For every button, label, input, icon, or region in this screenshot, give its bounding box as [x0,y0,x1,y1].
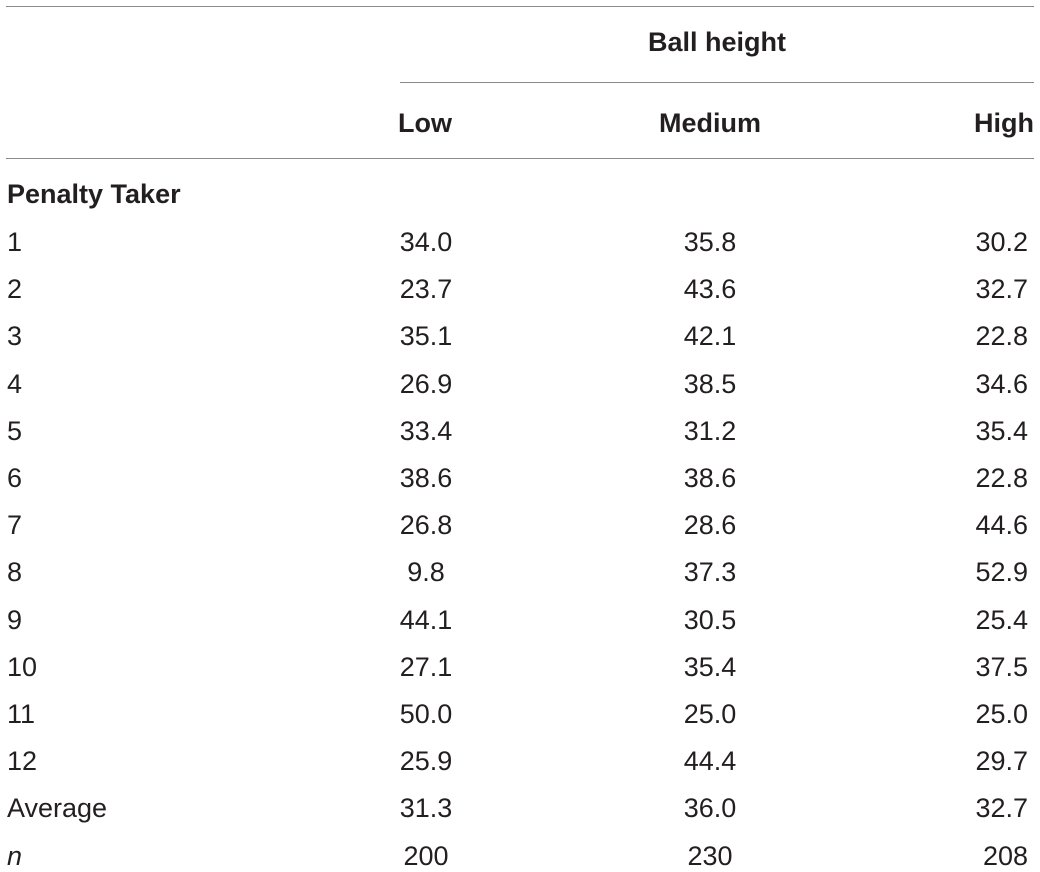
row-label: 3 [7,321,23,351]
cell-medium: 31.2 [683,416,737,446]
cell-medium: 38.5 [683,369,737,399]
cell-low: 34.0 [399,227,453,257]
section-label-penalty-taker: Penalty Taker [7,179,181,209]
cell-high: 52.9 [975,557,1028,587]
row-label: 12 [7,746,38,776]
cell-low: 31.3 [399,793,453,823]
cell-medium: 37.3 [683,557,737,587]
cell-high: 29.7 [975,746,1028,776]
row-label: n [7,841,23,871]
spanner-header-ball-height: Ball height [647,27,786,57]
row-label: 7 [7,510,23,540]
cell-high: 208 [982,841,1028,871]
spanner-rule [400,82,1034,83]
cell-high: 22.8 [975,321,1028,351]
cell-low: 50.0 [399,699,453,729]
row-label: 10 [7,652,38,682]
row-label: 11 [7,699,36,729]
cell-high: 25.4 [975,605,1028,635]
cell-medium: 35.8 [683,227,737,257]
row-label: 6 [7,463,23,493]
cell-high: 22.8 [975,463,1028,493]
row-label: 5 [7,416,23,446]
cell-medium: 44.4 [683,746,737,776]
column-header-high: High [974,108,1034,138]
cell-low: 200 [403,841,449,871]
header-rule [6,158,1034,159]
cell-high: 30.2 [975,227,1028,257]
cell-low: 25.9 [399,746,453,776]
cell-medium: 42.1 [683,321,737,351]
cell-medium: 38.6 [683,463,737,493]
row-label: 2 [7,274,23,304]
cell-high: 44.6 [975,510,1028,540]
cell-low: 44.1 [399,605,453,635]
row-label: 1 [7,227,23,257]
cell-high: 35.4 [975,416,1028,446]
cell-low: 27.1 [399,652,453,682]
cell-medium: 28.6 [683,510,737,540]
row-label: 4 [7,369,23,399]
cell-high: 32.7 [975,274,1028,304]
cell-low: 35.1 [399,321,453,351]
top-rule [6,6,1034,7]
column-header-low: Low [398,108,452,138]
row-label: 8 [7,557,23,587]
cell-high: 25.0 [975,699,1028,729]
cell-high: 34.6 [975,369,1028,399]
cell-medium: 43.6 [683,274,737,304]
cell-high: 32.7 [975,793,1028,823]
cell-low: 38.6 [399,463,453,493]
cell-medium: 30.5 [683,605,737,635]
cell-medium: 230 [687,841,733,871]
cell-low: 26.9 [399,369,453,399]
cell-medium: 36.0 [683,793,737,823]
cell-low: 26.8 [399,510,453,540]
cell-low: 9.8 [407,557,445,587]
cell-low: 23.7 [399,274,453,304]
column-header-medium: Medium [658,108,761,138]
row-label: 9 [7,605,23,635]
cell-medium: 25.0 [683,699,737,729]
cell-medium: 35.4 [683,652,737,682]
cell-low: 33.4 [399,416,453,446]
row-label: Average [7,793,108,823]
cell-high: 37.5 [975,652,1028,682]
